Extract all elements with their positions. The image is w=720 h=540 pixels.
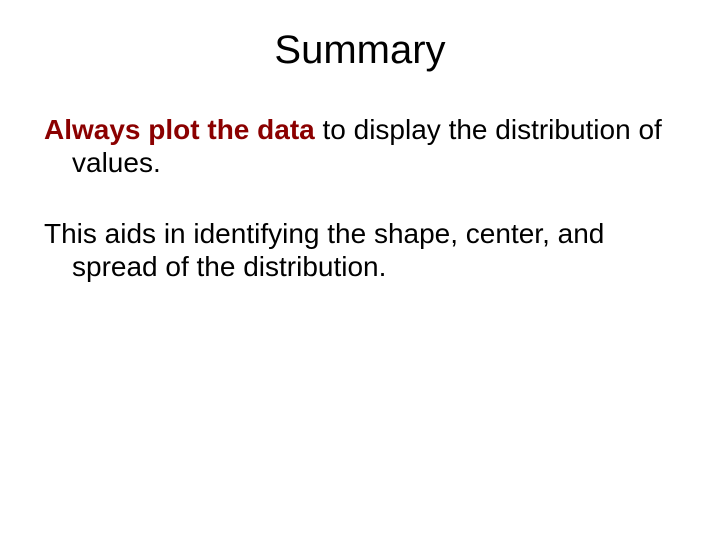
paragraph-1: Always plot the data to display the dist… <box>44 113 676 179</box>
paragraph-2: This aids in identifying the shape, cent… <box>44 217 676 283</box>
paragraph-1-emphasis: Always plot the data <box>44 114 315 145</box>
paragraph-2-text: This aids in identifying the shape, cent… <box>44 217 676 283</box>
slide: Summary Always plot the data to display … <box>0 0 720 540</box>
slide-title: Summary <box>44 28 676 73</box>
